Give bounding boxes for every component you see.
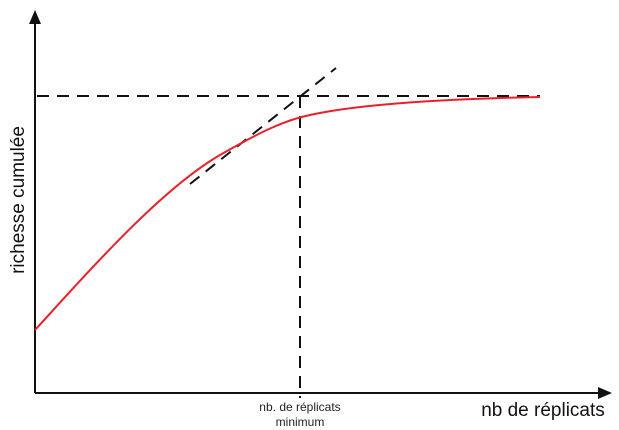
saturation-curve xyxy=(34,96,541,331)
y-axis-label: richesse cumulée xyxy=(8,126,29,274)
minimum-replicates-label-line2: minimum xyxy=(276,415,325,429)
x-axis-arrow-icon xyxy=(598,387,612,399)
tangent-dashed-line xyxy=(189,67,337,185)
x-axis-label: nb de réplicats xyxy=(481,400,605,421)
minimum-replicates-label-line1: nb. de réplicats xyxy=(259,400,340,414)
y-axis-arrow-icon xyxy=(29,10,41,24)
